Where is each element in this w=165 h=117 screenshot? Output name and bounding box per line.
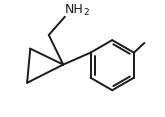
Text: 2: 2 bbox=[83, 8, 89, 17]
Text: NH: NH bbox=[65, 3, 84, 16]
